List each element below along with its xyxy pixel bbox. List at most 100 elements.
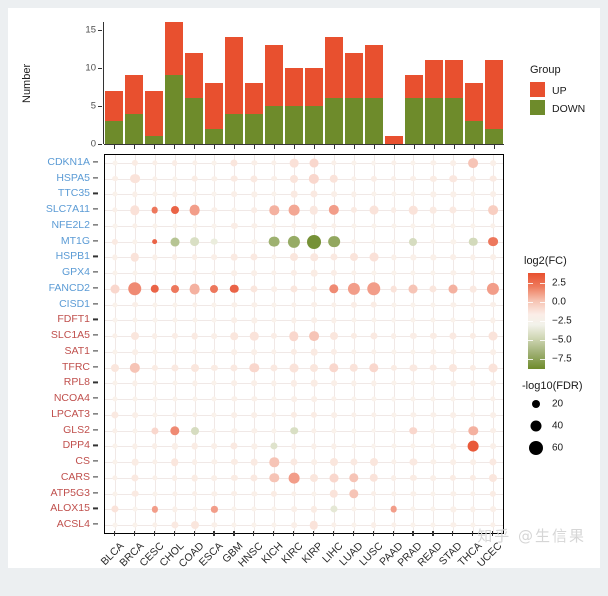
dotplot-gridline-h	[105, 462, 503, 464]
bar-lihc	[325, 37, 343, 144]
dotplot-point	[291, 490, 297, 497]
dotplot-point	[231, 506, 237, 512]
dotplot-gridline-v	[294, 155, 296, 533]
dotplot-point	[112, 302, 118, 308]
dotplot-point	[490, 506, 496, 513]
dotplot-point	[152, 302, 158, 308]
dotplot-point	[271, 333, 278, 340]
dotplot-point	[490, 349, 496, 355]
dotplot-point	[450, 412, 457, 418]
dotplot-point	[309, 158, 319, 168]
gene-label-acsl4: ACSL4	[56, 518, 90, 531]
dotplot-point	[211, 349, 217, 355]
dotplot-point	[470, 207, 476, 213]
gene-label-hspb1: HSPB1	[55, 250, 90, 263]
dotplot-point	[309, 520, 319, 530]
dotplot-point	[172, 191, 178, 198]
dotplot-point	[430, 254, 436, 261]
dotplot-point	[468, 237, 478, 246]
watermark: 知乎 @生信果	[477, 527, 586, 545]
gene-axis-tick	[93, 224, 98, 226]
gene-axis-tick	[93, 240, 98, 242]
dotplot-point	[449, 363, 458, 372]
dotplot-point	[450, 522, 456, 528]
bar-segment-up	[385, 136, 403, 144]
dotplot-gridline-v	[274, 155, 276, 533]
dotplot-point	[470, 223, 476, 229]
dotplot-point	[192, 223, 198, 229]
bar-segment-up	[125, 75, 143, 114]
gene-label-sat1: SAT1	[64, 344, 90, 357]
dotplot-point	[310, 285, 318, 292]
dotplot-point	[111, 411, 119, 419]
dotplot-point	[152, 412, 158, 418]
dotplot-point	[230, 364, 238, 372]
dotplot-point	[231, 412, 238, 418]
gene-axis-tick	[93, 523, 98, 525]
dotplot-point	[329, 332, 338, 341]
dotplot-point	[450, 443, 456, 450]
dotplot-point	[351, 238, 357, 245]
dotplot-point	[490, 522, 496, 528]
dotplot-point	[410, 474, 417, 481]
dotplot-point	[271, 412, 277, 418]
dotplot-point	[189, 283, 200, 295]
dotplot-point	[371, 412, 377, 418]
dotplot-point	[112, 427, 118, 434]
cancer-axis-tick	[253, 531, 255, 536]
dotplot-point	[211, 506, 218, 513]
dotplot-top-axis-ticks	[104, 144, 504, 154]
dotplot-point	[470, 270, 476, 276]
dotplot-point	[369, 205, 379, 215]
dotplot-gridline-v	[154, 155, 156, 533]
dotplot-point	[112, 475, 118, 481]
dotplot-point	[251, 380, 258, 387]
dotplot-point	[152, 522, 158, 528]
bar-y-tick-mark	[98, 29, 102, 31]
cancer-axis-tick	[472, 531, 474, 536]
bar-segment-down	[105, 121, 123, 144]
dotplot-top-tick	[394, 144, 396, 149]
dotplot-point	[231, 222, 238, 229]
gene-axis-tick	[93, 460, 98, 462]
dotplot-top-tick	[234, 144, 236, 149]
cancer-axis-tick	[492, 531, 494, 536]
dotplot-point	[430, 333, 437, 340]
dotplot-gridline-h	[105, 288, 503, 290]
size-legend-label: 40	[552, 420, 564, 432]
dotplot-point	[152, 317, 158, 323]
gene-axis-tick	[93, 177, 98, 179]
gene-label-atp5g3: ATP5G3	[50, 486, 91, 499]
dotplot-point	[129, 173, 140, 184]
dotplot-top-tick	[474, 144, 476, 149]
dotplot-point	[410, 443, 416, 449]
dotplot-point	[371, 239, 377, 245]
dotplot-point	[212, 160, 217, 166]
dotplot-gridline-v	[194, 155, 196, 533]
dotplot-point	[152, 254, 158, 261]
dotplot-top-tick	[414, 144, 416, 149]
bar-segment-up	[425, 60, 443, 99]
dotplot-point	[371, 223, 377, 229]
dotplot-gridline-h	[105, 225, 503, 227]
dotplot-point	[250, 285, 258, 293]
dotplot-point	[191, 412, 198, 418]
dotplot-top-tick	[114, 144, 116, 149]
dotplot-point	[230, 284, 239, 294]
bar-chol	[165, 22, 183, 144]
dotplot-point	[450, 490, 456, 497]
bar-blca	[105, 90, 123, 144]
dotplot-point	[430, 223, 436, 229]
gene-axis-tick	[93, 413, 98, 415]
dotplot-top-tick	[174, 144, 176, 149]
dotplot-point	[409, 426, 418, 435]
dotplot-point	[112, 270, 118, 276]
dotplot-point	[211, 396, 217, 402]
dotplot-point	[371, 506, 377, 512]
dotplot-point	[371, 396, 377, 402]
dotplot-point	[470, 191, 476, 197]
dotplot-point	[211, 475, 218, 481]
dotplot-point	[410, 396, 416, 402]
dotplot-point	[371, 317, 377, 323]
cancer-axis-tick	[153, 531, 155, 536]
